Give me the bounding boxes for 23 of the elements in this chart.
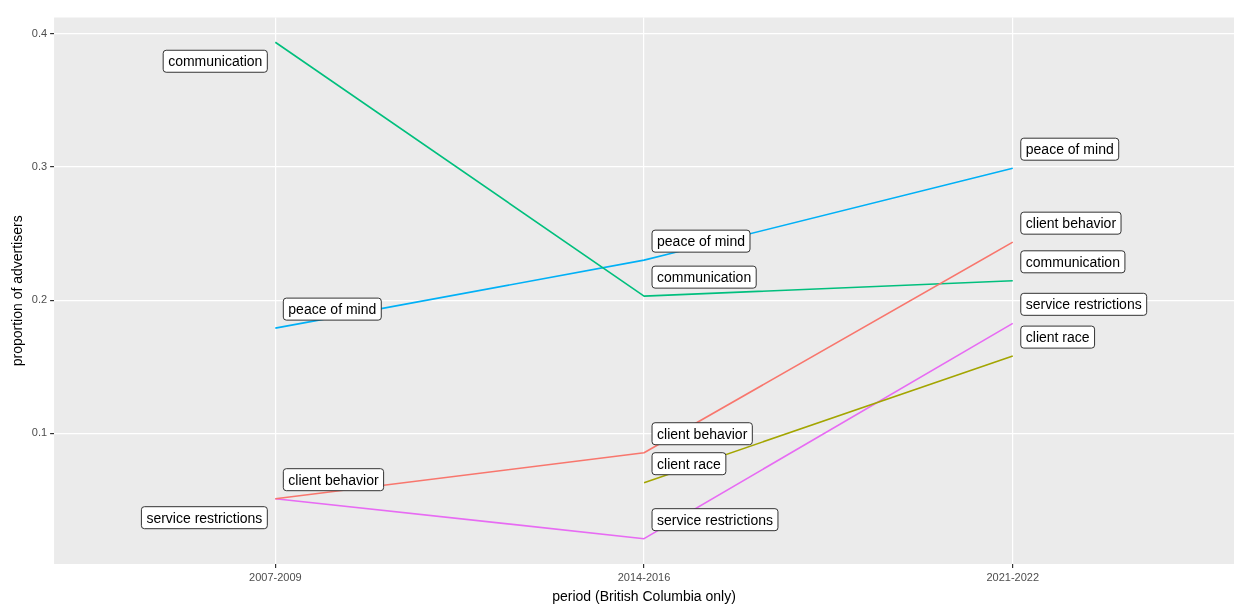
text: client race: [1025, 328, 1090, 345]
text: communication: [168, 53, 263, 70]
y-tick-label: 0.3: [31, 159, 48, 172]
text: peace of mind: [657, 233, 745, 250]
series-label: client race: [657, 455, 722, 472]
x-axis-title: period (British Columbia only): [552, 588, 736, 605]
text: peace of mind: [1025, 141, 1114, 158]
y-tick-label: 0.2: [31, 293, 48, 306]
series-label: communication: [657, 268, 752, 285]
text: client behavior: [657, 425, 748, 442]
text: communication: [1025, 253, 1120, 270]
series-label: peace of mind: [288, 300, 377, 317]
y-axis-title: proportion of advertisers: [9, 215, 26, 367]
text: service restrictions: [1025, 296, 1142, 313]
text: client behavior: [1025, 215, 1117, 232]
y-tick-label: 0.4: [31, 26, 48, 39]
x-tick-label: 2007-2009: [249, 570, 302, 583]
text: service restrictions: [146, 509, 263, 526]
series-label: service restrictions: [657, 511, 773, 528]
series-label: client behavior: [288, 471, 379, 488]
y-tick-label: 0.1: [31, 426, 48, 439]
x-tick-label: 2014-2016: [617, 570, 671, 583]
x-tick-label: 2021-2022: [986, 570, 1040, 583]
